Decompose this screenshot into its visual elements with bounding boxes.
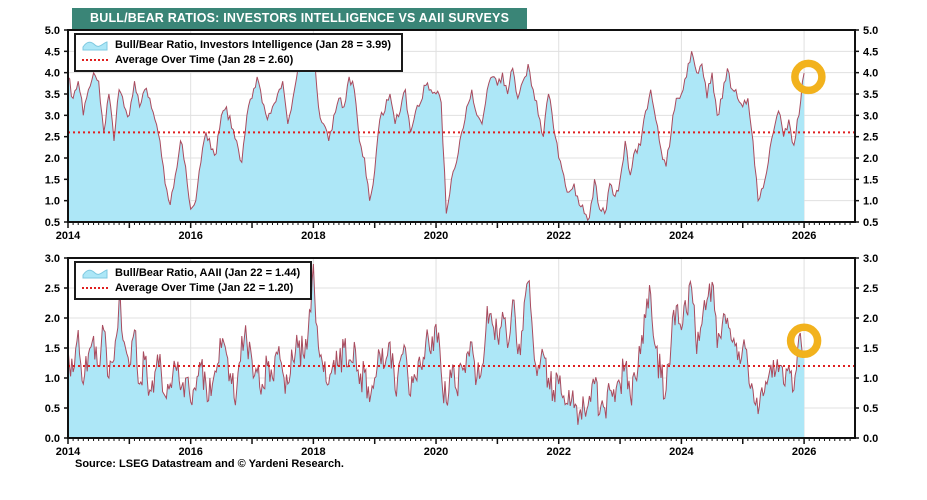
y-tick-label-left: 3.0	[45, 110, 60, 122]
y-tick-label-left: 0.5	[45, 403, 60, 415]
source-note: Source: LSEG Datastream and © Yardeni Re…	[75, 458, 344, 470]
legend-row-series: Bull/Bear Ratio, Investors Intelligence …	[82, 37, 391, 52]
area-series-swatch-icon	[82, 40, 108, 50]
y-tick-label-left: 5.0	[45, 25, 60, 37]
x-tick-label: 2020	[424, 446, 448, 458]
y-tick-label-right: 1.0	[863, 373, 878, 385]
x-tick-label: 2014	[56, 230, 81, 242]
y-tick-label-left: 1.5	[45, 343, 60, 355]
highlight-circle	[791, 59, 826, 95]
y-tick-label-left: 0.0	[45, 433, 60, 445]
y-tick-label-left: 2.0	[45, 313, 60, 325]
y-tick-label-left: 4.5	[45, 46, 60, 58]
y-tick-label-right: 0.0	[863, 433, 878, 445]
y-tick-label-left: 1.0	[45, 373, 60, 385]
chart-aaii-bull-bear: 2014 2016 2018 2020 2022 2024 2026 0.0 0.0 0.5 0.5…	[45, 253, 879, 458]
legend-row-series: Bull/Bear Ratio, AAII (Jan 22 = 1.44)	[82, 265, 300, 280]
y-tick-label-right: 2.0	[863, 313, 878, 325]
y-tick-label-right: 2.0	[863, 153, 878, 165]
area-series-swatch-icon	[82, 268, 108, 278]
x-tick-label: 2026	[792, 446, 816, 458]
legend-series-label: Bull/Bear Ratio, Investors Intelligence …	[115, 38, 392, 51]
x-tick-label: 2026	[792, 230, 816, 242]
y-tick-label-left: 2.0	[45, 153, 60, 165]
y-tick-label-left: 1.0	[45, 196, 60, 208]
x-tick-label: 2018	[301, 230, 325, 242]
legend-series-label: Bull/Bear Ratio, AAII (Jan 22 = 1.44)	[115, 266, 301, 279]
y-tick-label-right: 3.0	[863, 253, 878, 265]
y-tick-label-right: 3.5	[863, 89, 878, 101]
legend-row-average: Average Over Time (Jan 28 = 2.60)	[82, 52, 391, 67]
x-tick-label: 2024	[669, 230, 694, 242]
page-title: BULL/BEAR RATIOS: INVESTORS INTELLIGENCE…	[72, 8, 528, 29]
legend-average-label: Average Over Time (Jan 22 = 1.20)	[115, 281, 294, 294]
y-tick-label-right: 1.5	[863, 343, 878, 355]
legend-row-average: Average Over Time (Jan 22 = 1.20)	[82, 280, 300, 295]
series-area	[68, 264, 805, 438]
y-tick-label-left: 3.0	[45, 253, 60, 265]
y-tick-label-right: 4.0	[863, 68, 878, 80]
highlight-circle	[786, 323, 822, 359]
y-tick-label-left: 0.5	[45, 217, 60, 229]
y-tick-label-left: 2.5	[45, 132, 60, 144]
y-tick-label-right: 2.5	[863, 132, 878, 144]
x-tick-label: 2022	[546, 230, 570, 242]
x-tick-label: 2018	[301, 446, 325, 458]
y-tick-label-left: 1.5	[45, 174, 60, 186]
average-line-swatch-icon	[82, 58, 108, 61]
y-tick-label-right: 2.5	[863, 283, 878, 295]
x-tick-label: 2024	[669, 446, 694, 458]
x-tick-label: 2022	[546, 446, 570, 458]
x-tick-label: 2016	[178, 230, 202, 242]
y-tick-label-left: 3.5	[45, 89, 60, 101]
series-line	[67, 46, 805, 222]
y-tick-label-left: 2.5	[45, 283, 60, 295]
series-area	[68, 47, 805, 222]
x-tick-label: 2016	[178, 446, 202, 458]
average-line-swatch-icon	[82, 286, 108, 289]
x-tick-label: 2014	[56, 446, 81, 458]
y-tick-label-right: 1.5	[863, 174, 878, 186]
y-tick-label-right: 1.0	[863, 196, 878, 208]
legend-average-label: Average Over Time (Jan 28 = 2.60)	[115, 53, 294, 66]
y-tick-label-right: 5.0	[863, 25, 878, 37]
y-tick-label-right: 4.5	[863, 46, 878, 58]
y-tick-label-right: 0.5	[863, 403, 878, 415]
y-tick-label-right: 3.0	[863, 110, 878, 122]
y-tick-label-left: 4.0	[45, 68, 60, 80]
x-tick-label: 2020	[424, 230, 448, 242]
legend-investors-intelligence: Bull/Bear Ratio, Investors Intelligence …	[74, 33, 404, 72]
series-line	[67, 263, 805, 425]
legend-aaii: Bull/Bear Ratio, AAII (Jan 22 = 1.44) Av…	[74, 261, 313, 300]
y-tick-label-right: 0.5	[863, 217, 878, 229]
